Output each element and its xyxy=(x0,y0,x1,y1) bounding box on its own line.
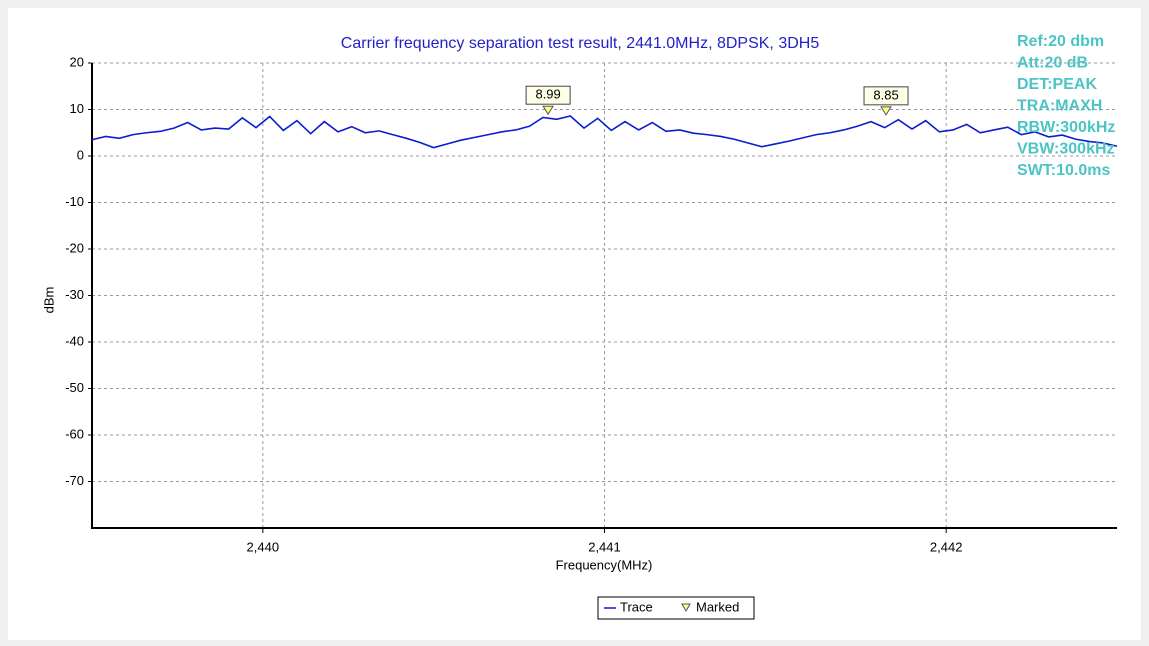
info-line: TRA:MAXH xyxy=(1017,98,1102,115)
chart-title: Carrier frequency separation test result… xyxy=(341,35,820,52)
info-line: RBW:300kHz xyxy=(1017,119,1115,136)
y-tick-label: -10 xyxy=(65,194,84,209)
y-axis-label: dBm xyxy=(41,287,56,314)
x-tick-label: 2,441 xyxy=(588,539,621,554)
info-line: VBW:300kHz xyxy=(1017,141,1115,158)
legend-swatch xyxy=(681,603,691,613)
x-tick-label: 2,442 xyxy=(930,539,963,554)
legend: Trace Marked xyxy=(597,596,755,620)
plot-area: -70 -60 -50 -40 -30 -20 -10 0 10 20 2,440 2,441 2,44… xyxy=(65,54,1118,554)
trace-line xyxy=(91,115,1118,149)
marker-label-box xyxy=(525,85,571,105)
info-line: Ref:20 dbm xyxy=(1017,33,1104,50)
marker-label-box xyxy=(863,86,909,106)
y-tick-label: -40 xyxy=(65,333,84,348)
y-tick-label: -20 xyxy=(65,240,84,255)
info-panel: Ref:20 dbm Att:20 dB DET:PEAK TRA:MAXH RBW:3… xyxy=(1017,33,1115,179)
y-tick-label: -30 xyxy=(65,287,84,302)
x-axis-label: Frequency(MHz) xyxy=(556,557,653,572)
marker-label: 8.99 xyxy=(535,87,560,102)
y-tick-label: -50 xyxy=(65,380,84,395)
legend-label: Marked xyxy=(696,599,739,614)
marker xyxy=(542,105,555,116)
info-line: SWT:10.0ms xyxy=(1017,162,1110,179)
y-tick-label: -60 xyxy=(65,426,84,441)
y-tick-label: 0 xyxy=(77,147,84,162)
info-line: Att:20 dB xyxy=(1017,55,1088,72)
y-tick-label: 10 xyxy=(70,101,84,116)
legend-box xyxy=(597,596,755,620)
y-tick-label: -70 xyxy=(65,473,84,488)
marker-label: 8.85 xyxy=(873,87,898,102)
marker xyxy=(880,106,892,116)
info-line: DET:PEAK xyxy=(1017,76,1097,93)
chart-panel xyxy=(8,8,1141,640)
legend-label: Trace xyxy=(620,599,653,614)
x-tick-label: 2,440 xyxy=(247,539,280,554)
y-tick-label: 20 xyxy=(70,54,84,69)
